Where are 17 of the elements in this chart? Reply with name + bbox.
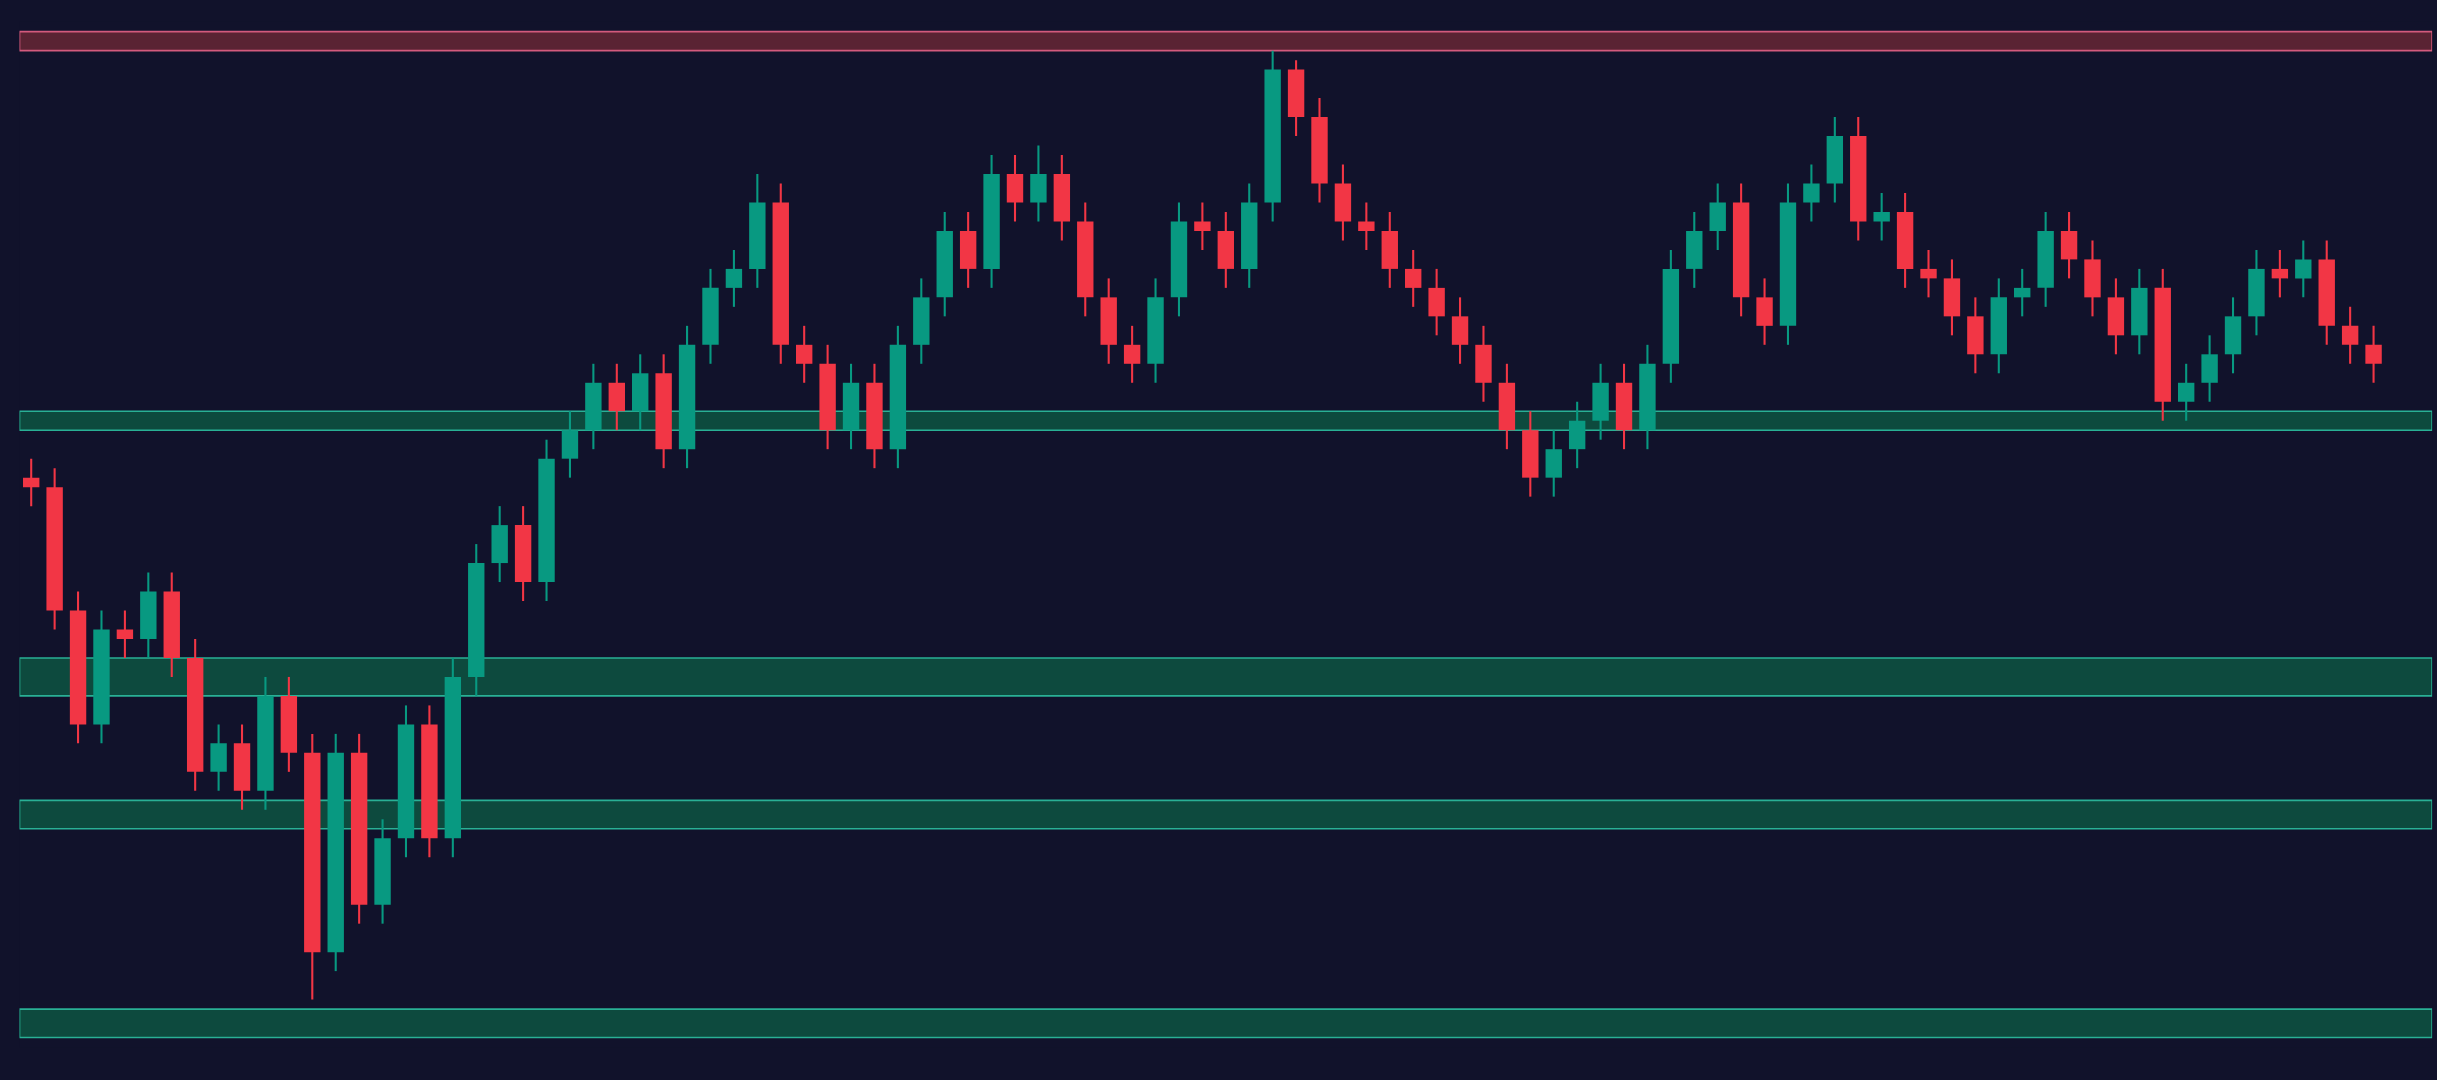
candlestick	[2365, 324, 2382, 384]
candlestick	[1803, 163, 1820, 223]
candlestick	[116, 609, 134, 659]
candlestick	[2271, 248, 2289, 299]
candlestick	[2014, 267, 2031, 318]
candlestick	[1358, 201, 1375, 251]
candlestick	[1873, 191, 1890, 242]
candlestick	[725, 248, 743, 308]
candlestick	[23, 457, 40, 508]
candlestick	[2341, 305, 2359, 365]
candlestick	[2177, 362, 2195, 422]
candlestick	[1194, 201, 1211, 251]
candlestick	[2295, 239, 2312, 299]
candlestick	[1405, 248, 1422, 308]
candlestick	[795, 324, 813, 384]
candlestick	[1920, 248, 1937, 299]
candlestick	[1123, 324, 1141, 384]
